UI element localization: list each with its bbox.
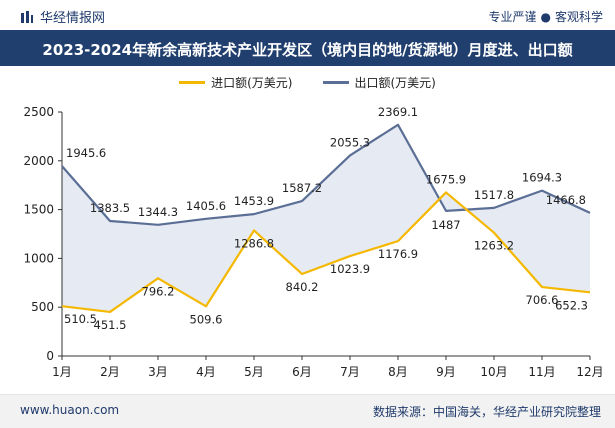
legend-label-import: 进口额(万美元) [211,76,293,90]
export-data-label: 1466.8 [546,193,586,207]
x-tick-label: 7月 [340,365,360,379]
x-tick-label: 9月 [436,365,456,379]
import-series-line [61,191,591,314]
legend-item-export: 出口额(万美元) [322,74,436,91]
legend-item-import: 进口额(万美元) [179,74,293,91]
tagline-separator: ● [540,10,551,24]
data-source: 数据来源：中国海关，华经产业研究院整理 [372,405,601,419]
import-data-label: 1023.9 [330,262,370,276]
export-data-label: 1487 [431,218,460,232]
import-data-label: 1286.8 [234,236,274,250]
import-data-label: 652.3 [555,298,588,312]
x-tick-label: 8月 [388,365,408,379]
import-data-label: 706.6 [526,293,559,307]
tagline: 专业严谨 ● 客观科学 [488,8,603,25]
export-data-label: 1517.8 [474,188,514,202]
x-tick-label: 2月 [100,365,120,379]
website-link[interactable]: www.huaon.com [20,403,120,417]
y-tick-label: 500 [31,300,54,314]
import-data-label: 509.6 [190,312,223,326]
brand-logo-icon [21,10,33,23]
tagline-right: 客观科学 [554,10,603,24]
x-tick-label: 1月 [52,365,72,379]
export-data-label: 2369.1 [378,105,418,119]
export-data-label: 1694.3 [522,171,562,185]
x-tick-label: 10月 [480,365,507,379]
y-tick-label: 1500 [23,203,54,217]
export-data-label: 1453.9 [234,194,274,208]
chart-plot: 0 500 1000 1500 2000 2500 1月 2月 3月 4月 5月 6月 7月 8月 9月 10… [23,105,603,379]
export-data-label: 2055.3 [330,135,370,149]
chart-title: 2023-2024年新余高新技术产业开发区（境内目的地/货源地）月度进、出口额 [42,41,573,59]
tagline-left: 专业严谨 [488,10,537,24]
footer: www.huaon.com 数据来源：中国海关，华经产业研究院整理 [0,394,615,428]
x-tick-label: 6月 [292,365,312,379]
import-data-label: 796.2 [142,284,175,298]
import-data-label: 840.2 [286,280,319,294]
export-series-line [61,123,591,226]
series-gap-area [62,124,590,312]
chart-legend: 进口额(万美元) 出口额(万美元) [0,74,615,91]
x-tick-label: 12月 [576,365,603,379]
import-data-label: 1263.2 [474,239,514,253]
export-data-label: 1587.2 [282,181,322,195]
export-data-label: 1383.5 [90,201,130,215]
x-tick-label: 3月 [148,365,168,379]
title-bar: 2023-2024年新余高新技术产业开发区（境内目的地/货源地）月度进、出口额 [0,30,615,66]
x-tick-label: 4月 [196,365,216,379]
import-data-label: 1675.9 [426,172,466,186]
legend-label-export: 出口额(万美元) [354,76,436,90]
import-data-label: 1176.9 [378,247,418,261]
top-bar: 华经情报网 专业严谨 ● 客观科学 [0,0,615,30]
import-data-label: 510.5 [64,312,97,326]
brand-name: 华经情报网 [40,11,106,26]
brand: 华经情报网 [20,7,105,26]
import-data-label: 451.5 [94,318,127,332]
export-data-label: 1945.6 [66,146,106,160]
legend-swatch-import [179,81,206,84]
export-data-label: 1405.6 [186,199,226,213]
x-tick-label: 5月 [244,365,264,379]
y-tick-label: 2000 [23,154,54,168]
legend-swatch-export [322,81,349,84]
y-tick-label: 2500 [23,105,54,119]
export-data-label: 1344.3 [138,205,178,219]
y-tick-label: 1000 [23,251,54,265]
x-tick-label: 11月 [528,365,555,379]
y-tick-label: 0 [46,349,54,363]
